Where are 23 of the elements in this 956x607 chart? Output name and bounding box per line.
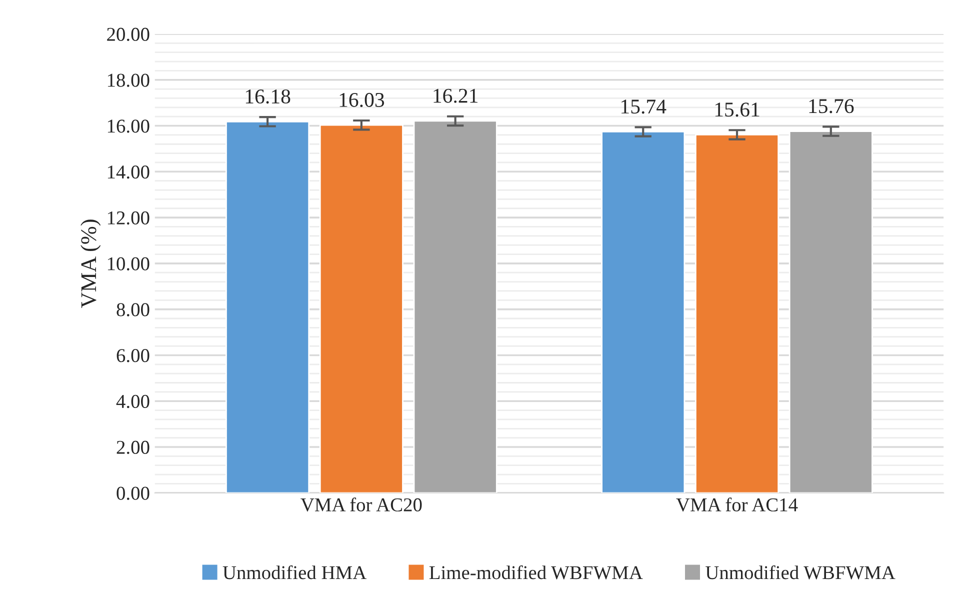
data-label: 15.74	[622, 100, 666, 114]
y-tick-label: 16.00	[108, 120, 150, 133]
legend-label: Lime-modified WBFWMA	[429, 565, 643, 580]
data-label: 15.61	[715, 102, 760, 117]
y-tick-label: 4.00	[116, 394, 150, 408]
x-tick-label: VMA for AC20	[300, 498, 422, 512]
y-tick-label: 6.00	[116, 349, 150, 362]
x-tick-label: VMA for AC14	[676, 498, 798, 512]
y-tick-label: 8.00	[116, 303, 150, 316]
data-label: 16.21	[434, 88, 478, 103]
data-label: 15.76	[809, 99, 854, 114]
data-label: 16.18	[246, 89, 290, 104]
data-label: 16.03	[340, 92, 384, 108]
y-axis-title: VMA (%)	[80, 220, 101, 308]
y-tick-label: 20.00	[107, 28, 150, 42]
y-tick-label: 18.00	[108, 74, 150, 87]
y-tick-label: 14.00	[108, 165, 150, 179]
y-tick-label: 0.00	[116, 486, 150, 500]
legend-label: Unmodified WBFWMA	[706, 565, 896, 580]
y-tick-label: 10.00	[108, 257, 150, 270]
legend-label: Unmodified HMA	[222, 565, 366, 580]
y-tick-label: 2.00	[116, 440, 150, 454]
y-tick-label: 12.00	[108, 211, 150, 225]
